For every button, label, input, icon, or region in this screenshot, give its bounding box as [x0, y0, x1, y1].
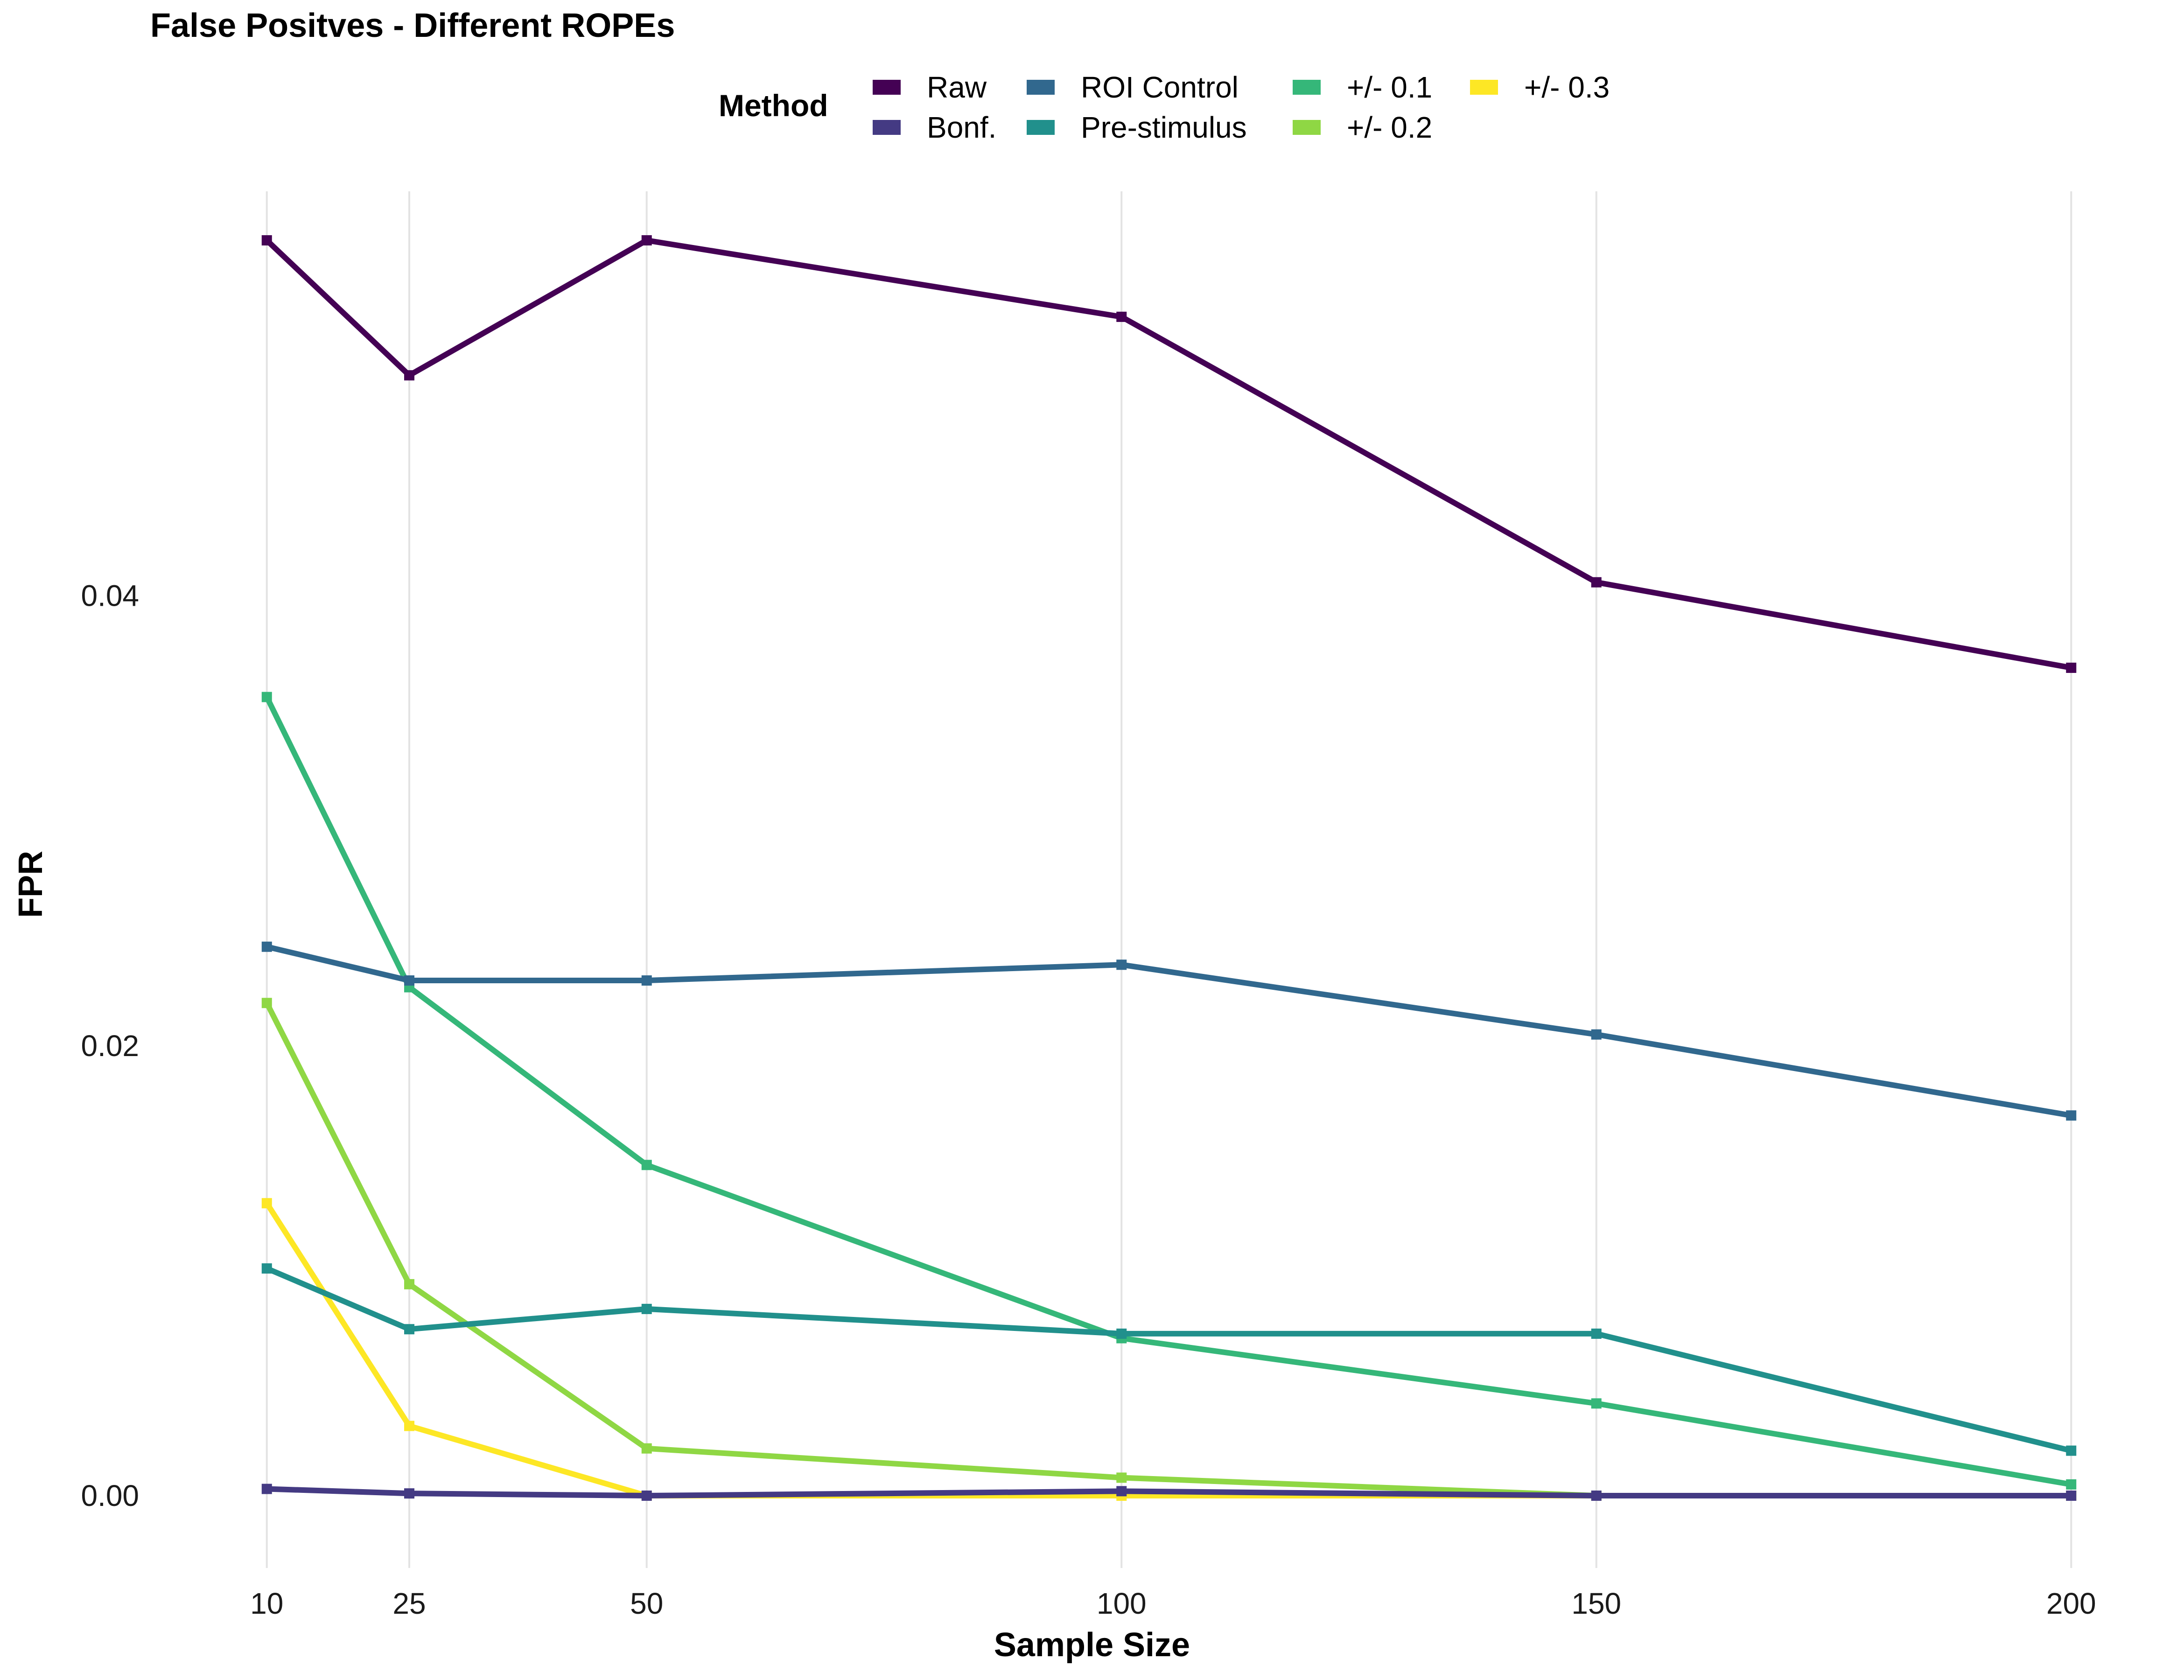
legend-key-rope-0-2	[1293, 120, 1321, 135]
x-axis-ticks: 10 25 50 100 150 200	[250, 1587, 2096, 1620]
point-rope-0-3	[404, 1421, 414, 1431]
line-pre-stimulus	[266, 1266, 2072, 1454]
point-roi-control	[404, 975, 414, 986]
point-rope-0-2	[261, 998, 272, 1008]
legend-label-bonf: Bonf.	[927, 111, 997, 144]
legend-label-pre-stimulus: Pre-stimulus	[1081, 111, 1247, 144]
x-tick-label: 150	[1571, 1587, 1621, 1620]
point-rope-0-1	[641, 1160, 652, 1170]
point-rope-0-1	[1591, 1398, 1602, 1409]
point-bonf	[1591, 1491, 1602, 1501]
legend-label-rope-0-2: +/- 0.2	[1347, 111, 1433, 144]
legend-item-rope-0-1: +/- 0.1	[1293, 70, 1432, 105]
point-raw	[1591, 577, 1602, 588]
legend-item-rope-0-3: +/- 0.3	[1470, 70, 1610, 105]
x-tick-label: 200	[2046, 1587, 2096, 1620]
point-rope-0-1	[2066, 1479, 2077, 1490]
x-axis-title: Sample Size	[994, 1626, 1190, 1664]
line-rope-0-3	[264, 1202, 2072, 1499]
legend-label-rope-0-1: +/- 0.1	[1347, 70, 1433, 104]
point-raw	[261, 235, 272, 245]
line-roi-control	[266, 944, 2072, 1119]
gridlines	[266, 191, 2072, 1568]
y-tick-label: 0.00	[81, 1479, 139, 1512]
point-rope-0-3	[261, 1198, 272, 1209]
chart-title: False Positves - Different ROPEs	[150, 7, 675, 44]
y-tick-label: 0.02	[81, 1029, 139, 1063]
point-rope-0-2	[404, 1279, 414, 1289]
point-roi-control	[1591, 1029, 1602, 1040]
point-pre-stimulus	[404, 1324, 414, 1335]
y-tick-label: 0.04	[81, 579, 139, 613]
series-rope-0-2	[261, 998, 2077, 1501]
series-raw	[261, 235, 2077, 673]
point-raw	[2066, 662, 2077, 673]
legend-title: Method	[719, 88, 828, 123]
legend-key-rope-0-3	[1470, 80, 1498, 95]
x-tick-label: 25	[392, 1587, 426, 1620]
point-pre-stimulus	[2066, 1445, 2077, 1456]
legend-item-roi-control: ROI Control	[1027, 70, 1239, 105]
point-rope-0-2	[1116, 1472, 1127, 1483]
series-layer	[261, 235, 2077, 1501]
legend-item-raw: Raw	[873, 70, 987, 105]
point-bonf	[261, 1484, 272, 1494]
point-roi-control	[2066, 1110, 2077, 1121]
point-raw	[1116, 311, 1127, 322]
point-roi-control	[261, 941, 272, 952]
legend-label-rope-0-3: +/- 0.3	[1524, 70, 1610, 104]
x-tick-label: 10	[250, 1587, 283, 1620]
series-roi-control	[261, 941, 2077, 1121]
x-tick-label: 100	[1097, 1587, 1147, 1620]
point-raw	[404, 370, 414, 381]
legend-key-pre-stimulus	[1027, 120, 1055, 135]
x-tick-label: 50	[630, 1587, 663, 1620]
legend-label-raw: Raw	[927, 70, 987, 104]
legend-label-roi-control: ROI Control	[1081, 70, 1239, 104]
y-axis-ticks: 0.00 0.02 0.04	[81, 579, 139, 1512]
point-bonf	[2066, 1491, 2077, 1501]
legend-item-rope-0-2: +/- 0.2	[1293, 110, 1432, 145]
line-rope-0-1	[264, 695, 2072, 1487]
point-bonf	[641, 1491, 652, 1501]
series-rope-0-3	[261, 1198, 2077, 1501]
legend-item-pre-stimulus: Pre-stimulus	[1027, 110, 1247, 145]
legend-item-bonf: Bonf.	[873, 110, 996, 145]
legend-key-roi-control	[1027, 80, 1055, 95]
legend-key-rope-0-1	[1293, 80, 1321, 95]
y-axis-title: FPR	[12, 851, 49, 918]
line-bonf	[266, 1486, 2072, 1499]
legend-key-raw	[873, 80, 901, 95]
series-pre-stimulus	[261, 1263, 2077, 1456]
line-raw	[265, 237, 2072, 671]
point-pre-stimulus	[641, 1303, 652, 1314]
line-rope-0-2	[264, 1001, 2072, 1499]
point-roi-control	[641, 975, 652, 986]
point-rope-0-1	[261, 692, 272, 702]
series-bonf	[261, 1484, 2077, 1501]
legend-key-bonf	[873, 120, 901, 135]
point-pre-stimulus	[261, 1263, 272, 1274]
point-pre-stimulus	[1591, 1328, 1602, 1339]
point-pre-stimulus	[1116, 1328, 1127, 1339]
point-bonf	[1116, 1486, 1127, 1497]
point-raw	[641, 235, 652, 245]
point-bonf	[404, 1488, 414, 1499]
point-roi-control	[1116, 959, 1127, 970]
point-rope-0-2	[641, 1443, 652, 1454]
